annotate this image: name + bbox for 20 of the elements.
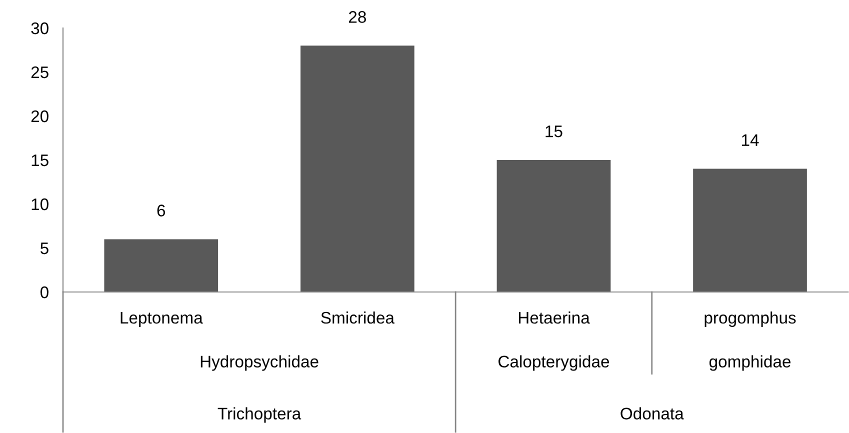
x-tick-label: Hetaerina — [518, 311, 590, 324]
data-label: 28 — [349, 11, 366, 23]
y-tick-label: 30 — [31, 22, 48, 34]
text: Calopterygidae — [498, 355, 610, 371]
y-tick-label: 20 — [31, 110, 48, 122]
text: Odonata — [620, 407, 684, 420]
y-tick-label: 15 — [32, 154, 48, 166]
text: gomphidae — [709, 355, 791, 371]
text: Trichoptera — [218, 407, 302, 423]
y-tick-label: 5 — [40, 242, 48, 254]
data-label: 15 — [546, 126, 562, 138]
text: Hydropsychidae — [200, 355, 318, 371]
y-tick-label: 10 — [32, 198, 48, 210]
y-tick-label: 25 — [31, 66, 48, 78]
y-tick-label: 0 — [40, 286, 48, 298]
data-label: 6 — [157, 204, 166, 216]
x-tick-label: Smicridea — [321, 311, 394, 324]
data-label: 14 — [742, 134, 759, 146]
x-tick-label: progomphus — [704, 311, 796, 327]
x-tick-label: Leptonema — [120, 312, 203, 327]
